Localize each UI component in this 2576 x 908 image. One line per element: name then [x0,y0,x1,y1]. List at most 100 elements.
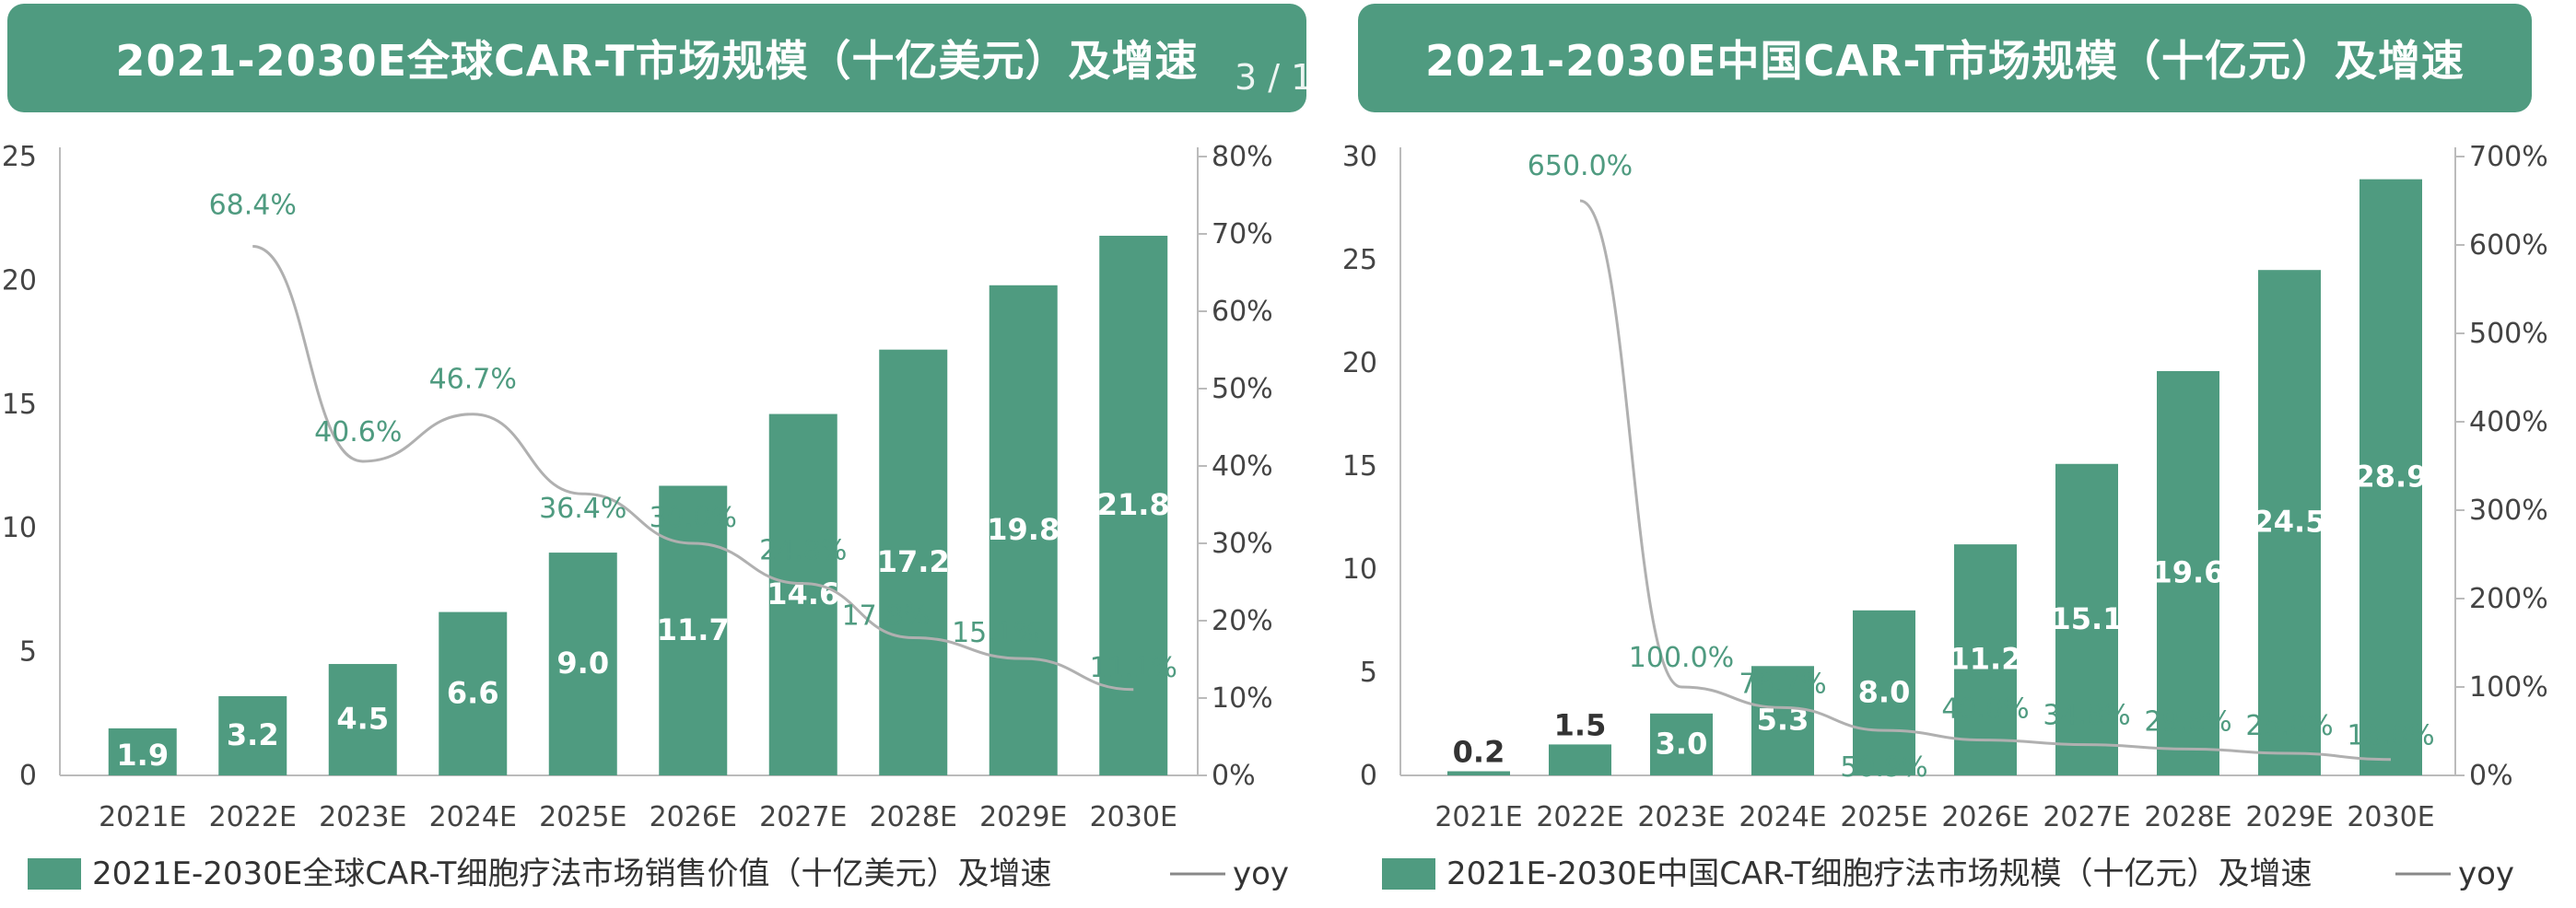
left-legend-bar-label: 2021E-2030E全球CAR-T细胞疗法市场销售价值（十亿美元）及增速 [92,856,1051,892]
left-bar-value-label: 6.6 [447,675,499,710]
left-x-tick: 2029E [979,801,1067,833]
left-bar-value-label: 17.2 [877,544,950,579]
left-bar-value-label: 19.8 [987,512,1060,547]
right-x-tick: 2030E [2347,801,2434,833]
right-x-tick: 2028E [2144,801,2231,833]
left-yoy-value-label: 15.1% [952,617,1039,649]
right-legend-bar-label: 2021E-2030E中国CAR-T细胞疗法市场规模（十亿元）及增速 [1446,856,2312,892]
right-bar [2055,463,2118,775]
left-x-tick: 2021E [99,801,186,833]
right-yoy-value-label: 18.0% [2347,720,2434,752]
right-x-tick: 2021E [1434,801,1522,833]
left-bar-value-label: 1.9 [116,738,169,773]
right-yoy-value-label: 650.0% [1528,150,1633,182]
right-bar [1549,744,1611,775]
left-yoy-value-label: 24.8% [759,535,847,567]
right-bar [2157,370,2219,775]
right-y2-tick: 300% [2469,495,2548,527]
right-yoy-value-label: 40.0% [1941,693,2029,726]
right-yoy-value-label: 76.7% [1739,668,1826,700]
left-x-tick: 2023E [319,801,406,833]
right-x-tick: 2025E [1840,801,1927,833]
left-y-tick: 5 [19,636,37,669]
left-yoy-value-label: 40.6% [314,416,402,448]
right-bar-value-label: 24.5 [2254,505,2326,540]
right-chart-title: 2021-2030E中国CAR-T市场规模（十亿元）及增速 [1358,4,2532,112]
left-y2-tick: 80% [1212,141,1273,173]
left-bar [1099,236,1168,775]
right-y2-tick: 500% [2469,318,2548,350]
left-y2-tick: 30% [1212,528,1273,560]
right-yoy-value-label: 100.0% [1629,642,1734,674]
right-bar [1954,544,2017,775]
left-bar [879,349,948,775]
right-bar [1650,713,1713,775]
right-y-tick: 15 [1342,450,1377,483]
left-y2-tick: 20% [1212,605,1273,637]
right-x-tick: 2026E [1941,801,2029,833]
right-bar-value-label: 28.9 [2355,459,2428,494]
left-bar [439,611,508,775]
right-yoy-value-label: 29.8% [2144,705,2231,738]
right-y2-tick: 600% [2469,229,2548,262]
right-x-tick: 2022E [1536,801,1623,833]
right-y2-tick: 200% [2469,583,2548,615]
left-y2-tick: 0% [1212,760,1256,792]
left-bar [768,413,837,775]
left-y2-tick: 40% [1212,450,1273,483]
left-bar-value-label: 9.0 [556,646,609,681]
left-x-tick: 2028E [870,801,957,833]
left-yoy-value-label: 46.7% [429,364,517,396]
left-bar [328,664,397,775]
right-y2-tick: 0% [2469,760,2513,792]
left-bar-value-label: 3.2 [227,717,279,752]
right-y2-tick: 100% [2469,671,2548,704]
left-bar-value-label: 11.7 [657,612,730,647]
right-bar [1853,610,1915,775]
left-bar [108,728,177,775]
left-y-tick: 0 [19,760,37,792]
left-x-tick: 2026E [650,801,737,833]
right-legend-bar-swatch [1382,858,1435,890]
right-bar-value-label: 19.6 [2152,554,2225,589]
right-y-tick: 30 [1342,141,1377,173]
right-y2-tick: 700% [2469,141,2548,173]
left-yoy-value-label: 36.4% [539,493,626,525]
left-yoy-value-label: 11.1% [1090,652,1177,684]
left-legend-bar-swatch [28,858,81,890]
left-yoy-value-label: 30.0% [650,502,737,534]
left-x-tick: 2027E [759,801,847,833]
left-y2-tick: 50% [1212,373,1273,405]
right-yoy-value-label: 34.8% [2043,700,2130,732]
left-chart-title: 2021-2030E全球CAR-T市场规模（十亿美元）及增速 [7,4,1306,112]
right-x-tick: 2027E [2043,801,2130,833]
left-y-tick: 25 [2,141,37,173]
left-y-tick: 15 [2,389,37,421]
left-bar [548,553,617,775]
left-y2-tick: 60% [1212,296,1273,328]
right-x-tick: 2029E [2245,801,2333,833]
left-x-tick: 2022E [209,801,297,833]
right-bar [2258,270,2321,775]
right-y-tick: 5 [1360,657,1377,689]
right-x-tick: 2023E [1637,801,1725,833]
right-y-tick: 25 [1342,244,1377,276]
left-bar-value-label: 21.8 [1097,487,1170,522]
left-y2-tick: 10% [1212,682,1273,715]
right-bar-value-label: 11.2 [1950,642,2022,677]
right-bar-value-label: 0.2 [1453,735,1505,770]
left-bar [218,695,287,775]
right-y2-tick: 400% [2469,406,2548,438]
right-yoy-line [1579,199,2392,762]
right-y-tick: 0 [1360,760,1377,792]
left-y-tick: 10 [2,512,37,544]
right-bar-value-label: 15.1 [2051,601,2124,636]
right-bar [2359,179,2422,775]
right-y-tick: 10 [1342,553,1377,586]
left-yoy-value-label: 68.4% [209,189,297,221]
left-yoy-line [252,244,1134,692]
left-x-tick: 2024E [429,801,517,833]
left-bar [989,285,1058,775]
right-bar [1447,771,1510,775]
